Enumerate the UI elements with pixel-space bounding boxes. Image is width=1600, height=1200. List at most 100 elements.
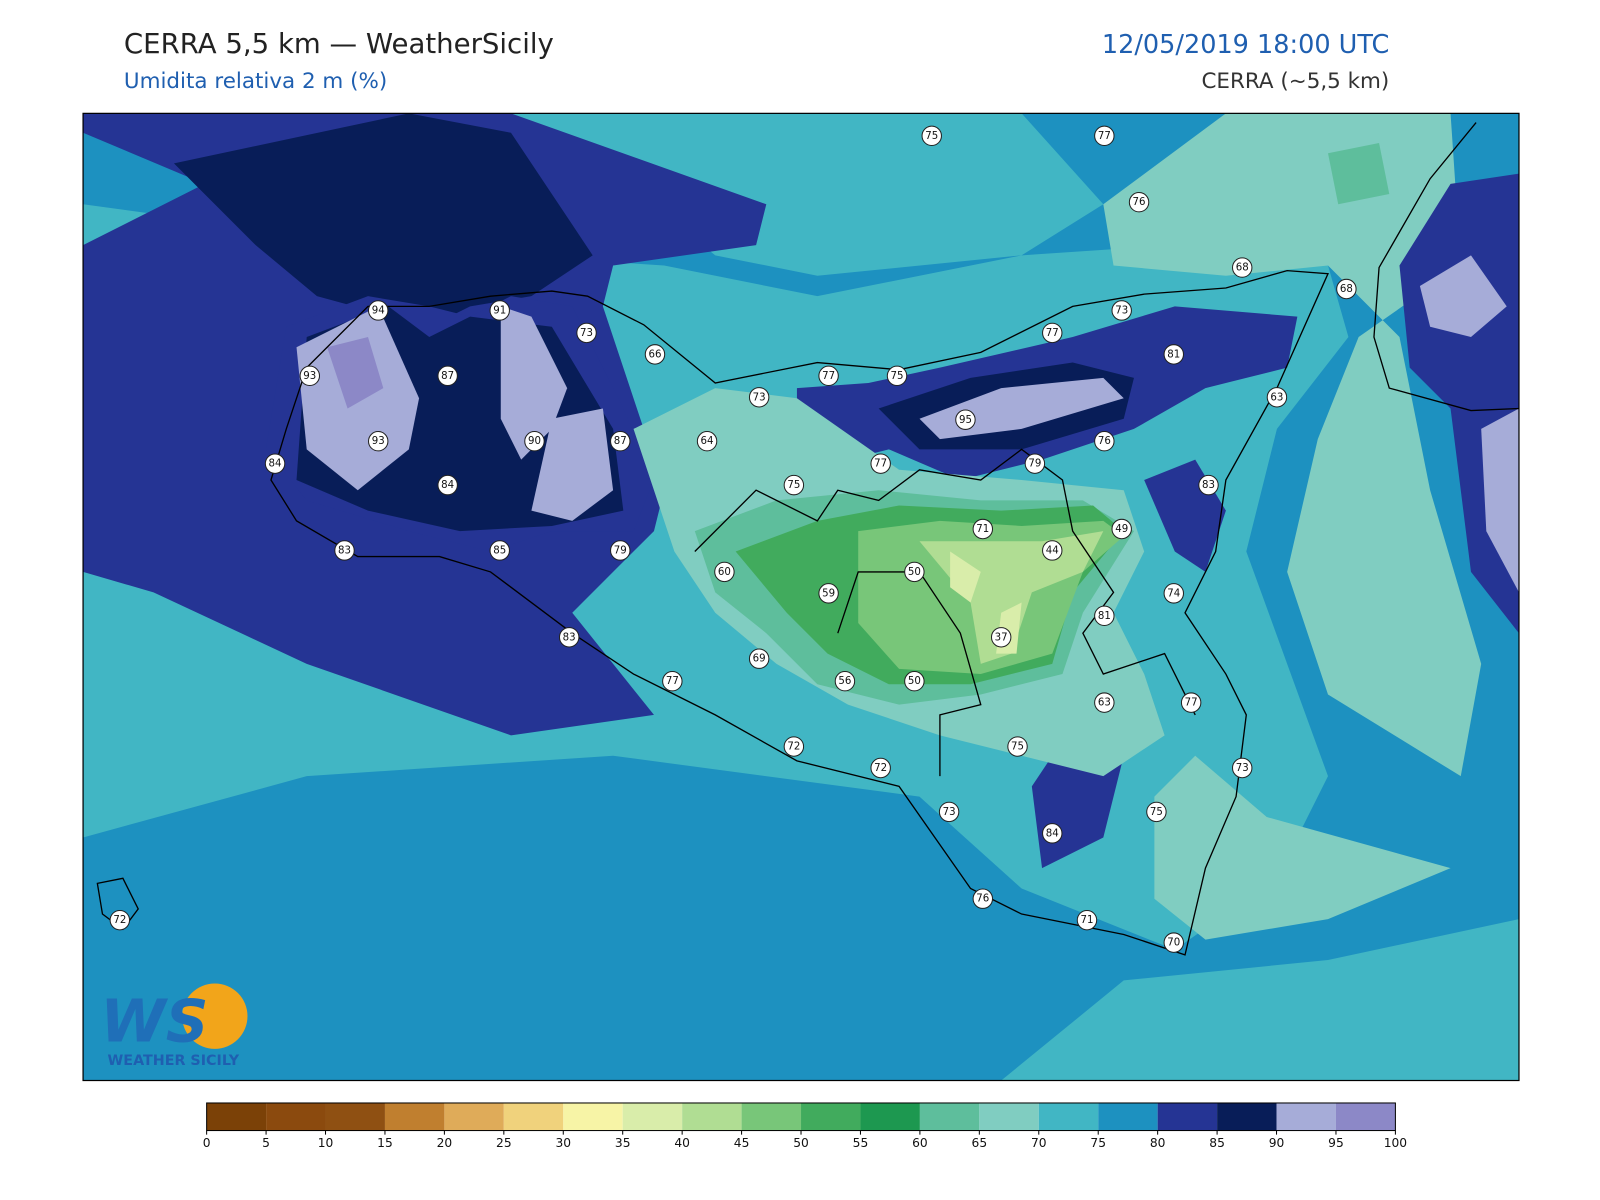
station-marker [904,670,925,692]
station-value: 83 [563,632,576,643]
colorbar-segment [741,1102,802,1131]
station-value: 77 [1098,131,1111,142]
station-marker [299,365,321,387]
station-value: 75 [1011,742,1024,753]
station-marker [1231,757,1253,779]
station-value: 87 [614,436,627,447]
colorbar-tick-label: 10 [318,1136,334,1150]
map-frame [82,112,1520,1082]
station-value: 71 [976,524,989,535]
station-value: 84 [1046,828,1059,839]
station-value: 69 [753,654,766,665]
station-value: 75 [787,480,800,491]
station-marker [489,540,510,561]
station-value: 84 [441,480,454,491]
station-marker [921,125,942,147]
colorbar-tick-label: 65 [972,1136,988,1150]
colorbar-tick-label: 60 [912,1136,928,1150]
station-value: 44 [1046,545,1059,556]
station-value: 93 [372,436,385,447]
logo-sun [182,983,248,1049]
colorbar-segment [1217,1102,1277,1131]
station-marker [1111,300,1132,321]
station-marker [748,387,770,408]
station-value: 73 [1236,763,1249,774]
stations: 75 77 76 68 68 73 77 81 94 91 73 66 93 87 77 75 73 63 95 93… [109,125,1357,953]
colorbar-segment [444,1102,504,1131]
station-marker [870,757,891,779]
station-value: 73 [580,328,593,339]
station-marker [610,540,631,561]
colorbar-tick-label: 55 [853,1136,869,1150]
datetime: 12/05/2019 18:00 UTC [1102,30,1389,60]
colorbar-segment [206,1102,267,1131]
station-marker [1163,932,1184,953]
station-value: 56 [838,676,851,687]
station-marker [818,365,839,387]
station-marker [1198,474,1219,496]
logo-mark: WS [100,987,208,1056]
station-value: 95 [959,415,972,426]
colorbar-segment [1098,1102,1158,1131]
station-value: 49 [1115,524,1128,535]
station-value: 59 [822,588,835,599]
station-value: 79 [1028,459,1041,470]
colorbar-segment [622,1102,683,1131]
colorbar-tick-label: 95 [1328,1136,1344,1150]
station-marker [1007,736,1028,757]
station-marker [938,801,960,823]
station-marker [955,409,976,430]
station-marker [264,453,286,474]
station-marker [834,670,856,692]
station-value: 72 [787,742,800,753]
colorbar: 0 5 10 15 20 25 30 35 40 45 50 55 60 65 70 75 80 85 90 95 10… [203,1102,1407,1150]
station-marker [1266,387,1288,408]
station-value: 76 [1098,436,1111,447]
station-value: 85 [493,545,506,556]
colorbar-segment [503,1102,564,1131]
colorbar-tick-label: 5 [262,1136,270,1150]
station-marker [1111,518,1132,540]
station-marker [886,365,908,387]
colorbar-tick-label: 80 [1150,1136,1166,1150]
station-marker [524,430,545,452]
logo: WS WEATHER SICILY [100,983,248,1069]
station-marker [990,627,1012,648]
station-marker [1231,257,1253,278]
station-marker [1180,692,1202,713]
station-marker [748,648,770,669]
colorbar-segment [384,1102,445,1131]
colorbar-segment [979,1102,1039,1131]
station-value: 91 [493,305,506,316]
station-value: 73 [753,392,766,403]
colorbar-tick-label: 0 [203,1136,211,1150]
station-value: 50 [908,567,921,578]
station-marker [972,888,994,909]
station-value: 79 [614,545,627,556]
station-value: 75 [891,371,904,382]
station-marker [818,583,839,604]
colorbar-segment [563,1102,623,1131]
station-value: 81 [1098,611,1111,622]
station-marker [662,670,683,692]
coastlines [96,122,1519,956]
station-value: 73 [943,807,956,818]
colorbar-segment [266,1102,326,1131]
station-marker [437,474,458,496]
station-marker [870,453,891,474]
station-marker [1094,430,1115,452]
station-marker [904,561,925,583]
humidity-field [83,113,1519,1081]
station-value: 70 [1167,938,1180,949]
station-value: 90 [528,436,541,447]
station-value: 60 [718,567,731,578]
station-value: 71 [1080,915,1093,926]
station-marker [783,474,805,496]
colorbar-segment [325,1102,385,1131]
title: CERRA 5,5 km — WeatherSicily [124,27,554,60]
station-value: 77 [1046,328,1059,339]
station-marker [558,627,580,648]
station-value: 83 [1202,480,1215,491]
